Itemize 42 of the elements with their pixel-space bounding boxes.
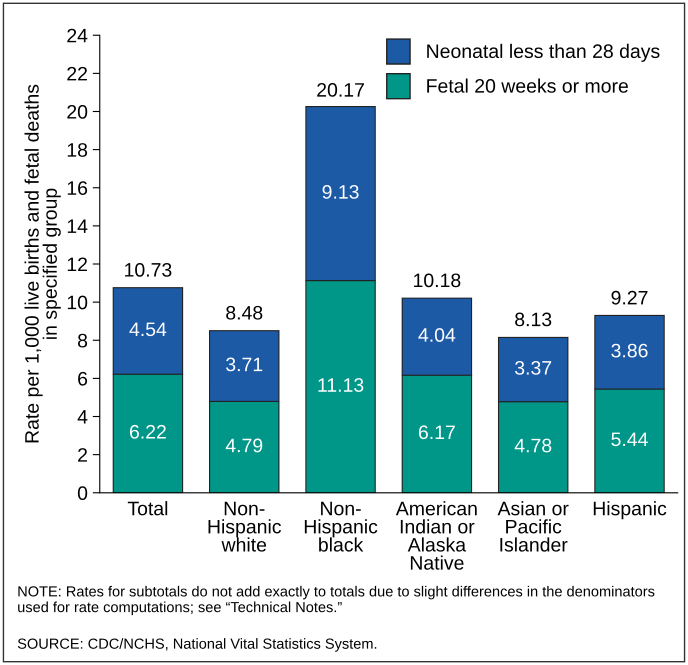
y-tick-label: 18 xyxy=(68,143,88,157)
data-label: 3.37 xyxy=(515,360,552,375)
annotation: 8.48 xyxy=(226,306,262,320)
data-label: 6.17 xyxy=(418,425,455,440)
data-label: 11.13 xyxy=(318,378,364,392)
y-axis-title: Rate per 1,000 live births and fetal deaths in specified group xyxy=(24,84,61,442)
legend-label: Fetal 20 weeks or more xyxy=(427,78,628,93)
x-tick-label: Asian or Pacific Islander xyxy=(498,501,569,552)
data-label: 4.54 xyxy=(129,322,166,336)
x-tick-label: Non- Hispanic black xyxy=(304,502,378,552)
annotation: 20.17 xyxy=(317,83,364,97)
data-label: 3.71 xyxy=(226,358,262,372)
y-tick-label: 20 xyxy=(67,104,88,119)
data-label: 3.86 xyxy=(611,344,648,358)
source-note: SOURCE: CDC/NCHS, National Vital Statistics System. xyxy=(18,638,376,652)
data-label: 9.13 xyxy=(322,185,359,199)
annotation: 9.27 xyxy=(612,290,648,305)
y-tick-label: 2 xyxy=(78,448,87,462)
annotation: 8.13 xyxy=(515,312,552,326)
legend-label: Neonatal less than 28 days xyxy=(427,44,660,62)
annotation: 10.18 xyxy=(414,273,460,288)
y-tick-label: 6 xyxy=(78,372,88,386)
y-tick-label: 4 xyxy=(78,410,88,424)
y-tick-label: 22 xyxy=(67,66,87,80)
y-tick-label: 8 xyxy=(78,334,88,348)
y-tick-label: 16 xyxy=(68,181,88,195)
x-tick-label: Total xyxy=(128,501,168,516)
data-label: 6.22 xyxy=(130,424,166,439)
y-tick-label: 10 xyxy=(68,296,88,310)
data-label: 4.78 xyxy=(514,438,552,452)
annotation: 10.73 xyxy=(125,262,172,277)
data-label: 4.79 xyxy=(226,438,262,452)
text: NOTE: Rates for subtotals do not add exactly to totals due to slight differences in the denominators used for rate computations; see “Technical Notes.” xyxy=(18,586,654,616)
x-tick-label: American Indian or Alaska Native xyxy=(396,501,477,570)
y-tick-label: 12 xyxy=(68,257,87,272)
y-tick-label: 0 xyxy=(78,486,88,500)
y-tick-label: 14 xyxy=(68,220,88,233)
y-tick-label: 24 xyxy=(67,28,88,42)
x-tick-label: Non- Hispanic white xyxy=(208,502,282,552)
data-label: 4.04 xyxy=(418,328,456,342)
data-label: 5.44 xyxy=(611,432,648,446)
x-tick-label: Hispanic xyxy=(594,501,666,520)
